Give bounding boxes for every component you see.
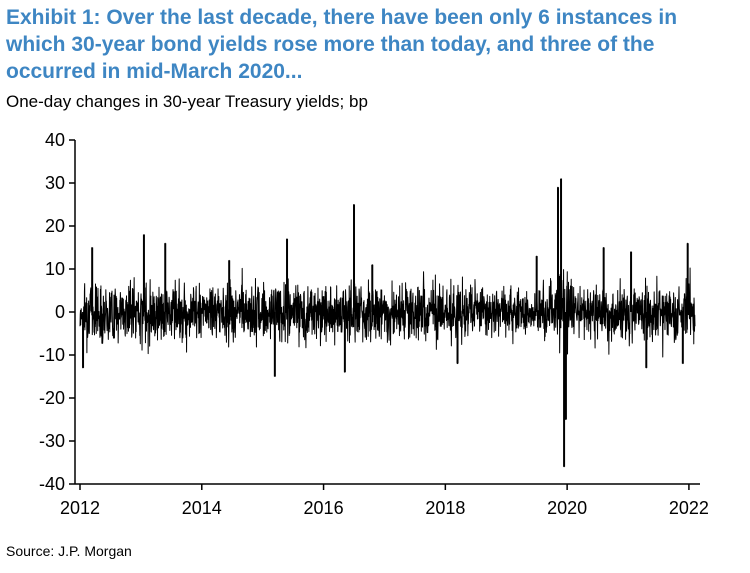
y-tick-label: -20 (39, 388, 65, 408)
x-tick-label: 2016 (304, 498, 344, 518)
series-line (79, 178, 696, 468)
y-axis: 40 30 20 10 0 -10 -20 -30 -40 (39, 130, 76, 494)
y-tick-label: -30 (39, 431, 65, 451)
x-tick-label: 2020 (547, 498, 587, 518)
y-tick-label: 20 (45, 216, 65, 236)
y-tick-label: 40 (45, 130, 65, 150)
x-tick-label: 2022 (669, 498, 709, 518)
plot-area (79, 178, 696, 468)
x-tick-label: 2014 (182, 498, 222, 518)
x-tick-label: 2012 (60, 498, 100, 518)
chart-subtitle: One-day changes in 30-year Treasury yiel… (6, 92, 368, 111)
source-note: Source: J.P. Morgan (6, 543, 132, 559)
x-axis: 2012 2014 2016 2018 2020 2022 (60, 483, 709, 518)
x-tick-label: 2018 (425, 498, 465, 518)
y-tick-label: 10 (45, 259, 65, 279)
y-tick-label: -10 (39, 345, 65, 365)
y-tick-label: -40 (39, 474, 65, 494)
y-tick-label: 30 (45, 173, 65, 193)
y-tick-label: 0 (55, 302, 65, 322)
chart-title: Exhibit 1: Over the last decade, there h… (6, 6, 678, 83)
